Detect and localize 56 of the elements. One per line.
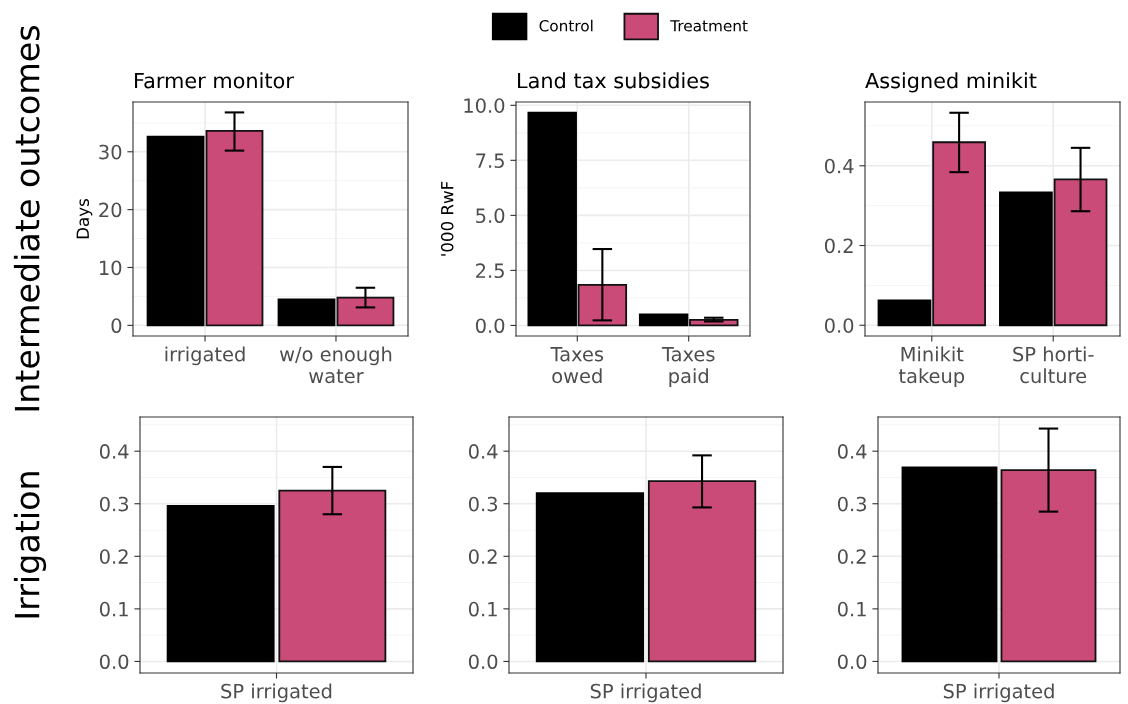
y-tick-label: 0.0 <box>468 654 498 670</box>
text: Intermediate outcomes <box>13 25 40 411</box>
y-tick-label: 0.1 <box>99 601 128 617</box>
legend-label: Treatment <box>670 20 748 32</box>
x-tick-label: SP irrigated <box>590 683 701 703</box>
y-axis-title: '000 RwF <box>440 181 454 256</box>
legend-label: Control <box>539 19 593 32</box>
y-tick-label: 0.4 <box>99 444 129 459</box>
chart-title: Land tax subsidies <box>518 72 709 89</box>
y-tick-label: 0.0 <box>837 654 867 670</box>
x-tick-label: irrigated <box>165 346 245 366</box>
y-axis-title: Days <box>76 199 93 239</box>
y-tick-label: 20 <box>99 202 122 218</box>
chart-title: Farmer monitor <box>135 72 294 89</box>
y-tick-label: 0.4 <box>468 444 498 459</box>
y-tick-label: 0.0 <box>99 654 129 670</box>
x-tick-label: Taxes owed <box>550 347 604 384</box>
x-tick-label: Taxes paid <box>661 347 715 388</box>
x-tick-label: Minikit takeup <box>898 346 965 388</box>
y-tick-label: 0 <box>111 318 122 334</box>
y-tick-label: 5.0 <box>476 208 505 224</box>
y-tick-label: 0.4 <box>824 158 854 174</box>
bar <box>932 141 986 327</box>
y-tick-label: 0.2 <box>824 238 853 254</box>
y-tick-label: 0.2 <box>837 549 866 564</box>
y-tick-label: 30 <box>99 144 122 160</box>
bar <box>999 191 1053 327</box>
y-tick-label: 0.3 <box>468 496 498 512</box>
y-tick-label: 0.1 <box>837 601 866 617</box>
text: Irrigation <box>13 472 47 618</box>
y-tick-label: 0.1 <box>468 601 497 617</box>
bar <box>577 284 628 327</box>
bar <box>877 299 932 327</box>
y-tick-label: 0.2 <box>468 549 497 564</box>
bar <box>1053 178 1108 327</box>
bar <box>336 296 395 327</box>
x-tick-label: SP irrigated <box>943 683 1054 703</box>
bar <box>146 135 205 327</box>
x-tick-label: SP horti- culture <box>1013 346 1094 384</box>
y-tick-label: 0.2 <box>99 549 128 564</box>
y-tick-label: 0.0 <box>475 318 505 334</box>
y-tick-label: 10.0 <box>464 98 505 113</box>
y-tick-label: 0.4 <box>837 444 867 459</box>
y-tick-label: 0.3 <box>837 496 867 512</box>
x-tick-label: w/o enough water <box>279 346 392 384</box>
y-tick-label: 7.5 <box>476 153 504 168</box>
bar <box>205 130 264 327</box>
y-tick-label: 0.0 <box>824 318 854 333</box>
x-tick-label: SP irrigated <box>221 683 332 703</box>
bar <box>638 313 689 327</box>
y-tick-label: 2.5 <box>476 263 504 279</box>
bar <box>527 111 577 327</box>
bar <box>277 298 336 327</box>
y-tick-label: 10 <box>99 260 122 276</box>
chart-title: Assigned minikit <box>865 72 1037 93</box>
y-tick-label: 0.3 <box>99 496 129 512</box>
